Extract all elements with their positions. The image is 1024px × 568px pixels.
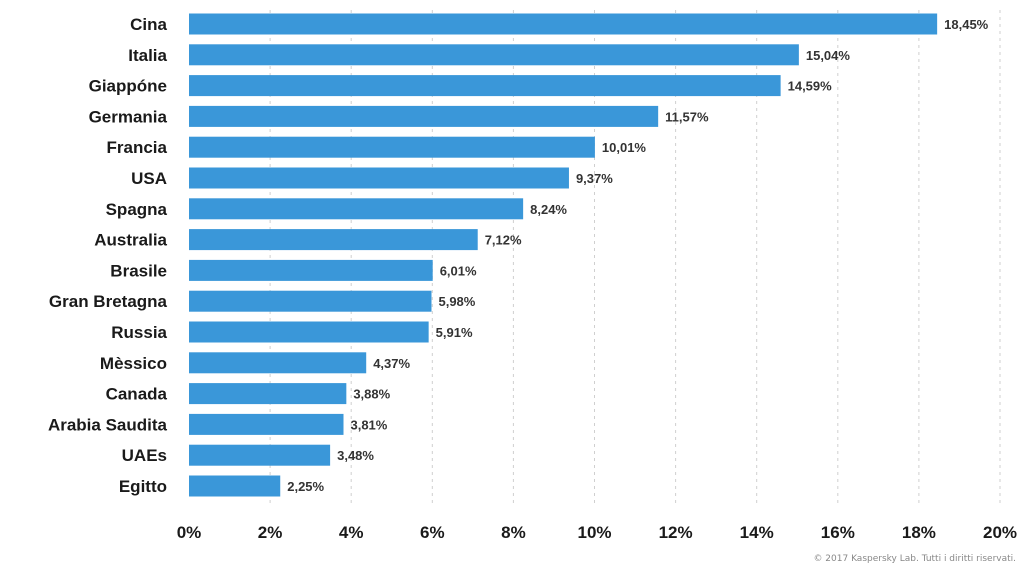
- bar: [189, 167, 569, 189]
- category-label: Francia: [107, 138, 168, 157]
- category-label: Arabia Saudita: [48, 415, 168, 434]
- value-label: 4,37%: [373, 356, 410, 371]
- value-labels: 18,45% 15,04% 14,59% 11,57% 10,01% 9,37% 8,24%…: [287, 17, 988, 494]
- value-label: 8,24%: [530, 202, 567, 217]
- bar: [189, 383, 347, 405]
- category-label: Australia: [94, 231, 167, 250]
- category-label: Cina: [130, 15, 167, 34]
- x-tick-label: 16%: [821, 523, 855, 542]
- category-label: USA: [131, 169, 167, 188]
- value-label: 15,04%: [806, 48, 851, 63]
- bars: [189, 13, 938, 497]
- x-tick-label: 14%: [740, 523, 774, 542]
- category-label: Russia: [111, 323, 167, 342]
- category-label: Brasile: [110, 261, 167, 280]
- value-label: 7,12%: [485, 233, 522, 248]
- x-tick-label: 18%: [902, 523, 936, 542]
- grid-lines: [269, 10, 1001, 505]
- bar: [189, 13, 938, 35]
- x-tick-label: 12%: [659, 523, 693, 542]
- x-tick-label: 8%: [501, 523, 526, 542]
- bar: [189, 75, 781, 97]
- value-label: 5,91%: [436, 325, 473, 340]
- x-tick-label: 2%: [258, 523, 283, 542]
- category-label: Spagna: [106, 200, 168, 219]
- category-labels: Cina Italia Giappóne Germania Francia USA Spag…: [48, 15, 168, 496]
- x-tick-label: 4%: [339, 523, 364, 542]
- copyright-notice: © 2017 Kaspersky Lab. Tutti i diritti ri…: [813, 554, 1016, 564]
- x-tick-label: 0%: [177, 523, 202, 542]
- category-label: Germania: [89, 107, 168, 126]
- category-label: Mèssico: [100, 354, 167, 373]
- x-tick-label: 20%: [983, 523, 1017, 542]
- x-axis-tick-labels: 0% 2% 4% 6% 8% 10% 12% 14% 16% 18% 20%: [177, 523, 1017, 542]
- value-label: 18,45%: [944, 17, 989, 32]
- bar: [189, 352, 367, 374]
- bar: [189, 136, 595, 158]
- bar: [189, 105, 659, 127]
- bar: [189, 198, 524, 220]
- category-label: UAEs: [122, 446, 167, 465]
- value-label: 14,59%: [788, 79, 833, 94]
- bar: [189, 229, 478, 251]
- bar: [189, 321, 429, 343]
- bar: [189, 44, 799, 66]
- x-tick-label: 6%: [420, 523, 445, 542]
- category-label: Giappóne: [89, 77, 167, 96]
- category-label: Italia: [128, 46, 167, 65]
- x-tick-label: 10%: [577, 523, 611, 542]
- value-label: 2,25%: [287, 479, 324, 494]
- value-label: 5,98%: [438, 294, 475, 309]
- value-label: 9,37%: [576, 171, 613, 186]
- value-label: 6,01%: [440, 263, 477, 278]
- bar: [189, 475, 281, 497]
- bar: [189, 413, 344, 435]
- category-label: Canada: [106, 385, 168, 404]
- value-label: 3,48%: [337, 448, 374, 463]
- value-label: 3,88%: [353, 387, 390, 402]
- bar: [189, 444, 331, 466]
- category-label: Egitto: [119, 477, 167, 496]
- value-label: 11,57%: [665, 109, 709, 124]
- value-label: 10,01%: [602, 140, 647, 155]
- bar: [189, 290, 432, 312]
- category-label: Gran Bretagna: [49, 292, 168, 311]
- value-label: 3,81%: [350, 417, 387, 432]
- bar: [189, 259, 433, 281]
